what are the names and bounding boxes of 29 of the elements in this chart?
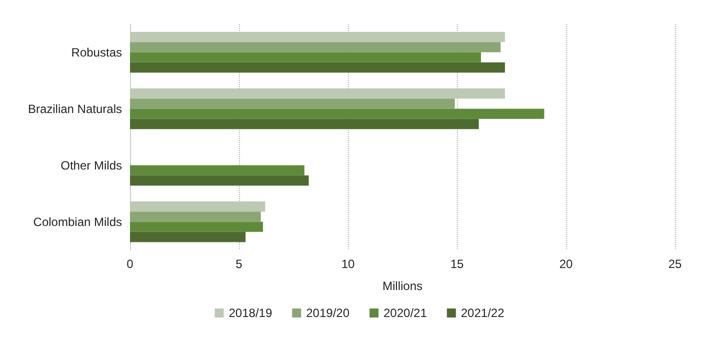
bar (130, 32, 505, 42)
bar (130, 52, 481, 62)
bar (130, 212, 261, 222)
bar (130, 62, 505, 73)
y-tick-label: Robustas (71, 45, 122, 60)
y-tick-label: Other Milds (60, 158, 122, 172)
legend-label: 2019/20 (306, 306, 350, 320)
x-tick-label: 15 (450, 257, 464, 271)
legend-label: 2018/19 (228, 306, 272, 320)
x-tick-label: 5 (236, 257, 243, 271)
bar (130, 88, 505, 99)
x-tick-label: 25 (668, 257, 682, 271)
x-axis-title: Millions (382, 279, 423, 293)
legend-label: 2021/22 (460, 306, 505, 320)
bar (130, 118, 479, 130)
bar (130, 232, 246, 242)
bar (130, 42, 501, 52)
x-tick-label: 0 (126, 257, 134, 271)
legend-label: 2020/21 (384, 306, 428, 320)
bar (130, 201, 266, 212)
bar (130, 165, 304, 176)
x-tick-label: 10 (341, 257, 355, 271)
y-tick-label: Colombian Milds (33, 214, 122, 229)
bar (130, 222, 263, 232)
bar (130, 108, 544, 119)
bar (130, 98, 455, 109)
bar (130, 175, 309, 186)
x-tick-label: 20 (559, 257, 573, 271)
y-tick-label: Brazilian Naturals (28, 102, 122, 116)
